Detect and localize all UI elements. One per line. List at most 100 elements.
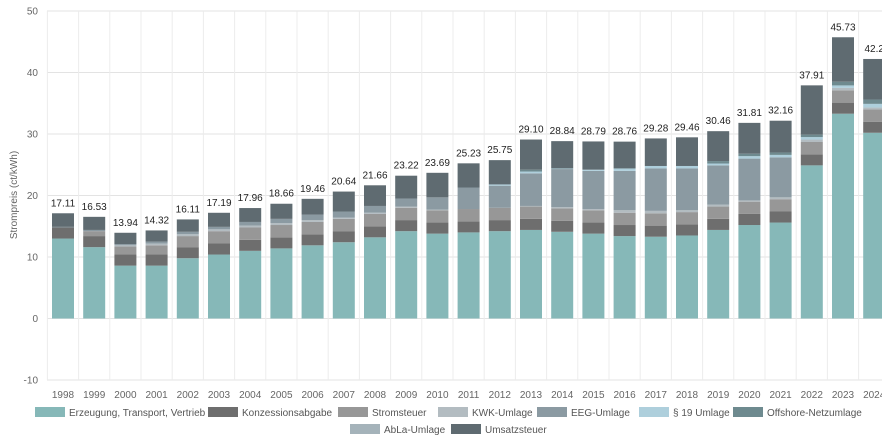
bar-segment xyxy=(301,198,324,215)
labels-layer: -10 0 10 20 30 40 50 17.11 1998 16.53 1999 13.94 200… xyxy=(24,7,882,402)
bar-segment xyxy=(832,113,854,319)
bar-segment xyxy=(364,185,386,206)
bar-segment xyxy=(301,220,324,222)
bar-segment xyxy=(582,222,605,234)
bar-total-label: 32.16 xyxy=(768,106,793,117)
x-tick-label: 2016 xyxy=(613,390,636,401)
legend-item[interactable]: Umsatzsteuer xyxy=(451,424,547,436)
bar-segment xyxy=(488,185,511,208)
x-tick-label: 2015 xyxy=(582,390,605,401)
bar-segment xyxy=(457,221,480,233)
bar-segment xyxy=(644,165,667,169)
bar-segment xyxy=(551,207,574,209)
bar-segment xyxy=(114,246,137,255)
bar-segment xyxy=(176,231,199,235)
bar-segment xyxy=(364,212,386,214)
y-tick-label: 10 xyxy=(27,253,39,264)
bar-segment xyxy=(863,103,882,108)
bar-segment xyxy=(332,211,355,218)
bar-segment xyxy=(582,210,605,223)
bar-segment xyxy=(644,210,667,214)
bar-segment xyxy=(208,254,230,319)
legend-swatch xyxy=(350,424,380,434)
bar-segment xyxy=(738,158,761,201)
legend-item[interactable]: Konzessionsabgabe xyxy=(208,407,333,419)
bar-segment xyxy=(676,168,698,211)
legend-item[interactable]: § 19 Umlage xyxy=(639,407,730,419)
bar-total-label: 28.76 xyxy=(612,127,637,138)
bar-total-label: 25.23 xyxy=(456,148,481,159)
legend-swatch xyxy=(208,407,238,417)
bar-segment xyxy=(488,220,511,232)
bar-total-label: 31.81 xyxy=(737,108,762,119)
bar-segment xyxy=(832,90,854,103)
bar-segment xyxy=(800,165,823,319)
bar-segment xyxy=(832,87,854,91)
bar-segment xyxy=(239,227,262,240)
bar-segment xyxy=(83,236,106,248)
bar-segment xyxy=(145,243,168,246)
bar-segment xyxy=(208,231,230,244)
legend-label: Erzeugung, Transport, Vertrieb xyxy=(69,408,206,419)
bar-segment xyxy=(332,218,355,232)
bar-segment xyxy=(613,170,636,211)
bar-total-label: 30.46 xyxy=(706,116,731,127)
legend-item[interactable]: KWK-Umlage xyxy=(438,407,533,419)
bar-segment xyxy=(520,206,542,219)
bar-total-label: 28.79 xyxy=(581,126,606,137)
bar-segment xyxy=(800,85,823,135)
x-tick-label: 2024 xyxy=(863,390,882,401)
x-tick-label: 2004 xyxy=(239,390,262,401)
bar-segment xyxy=(832,85,854,88)
legend-item[interactable]: AbLa-Umlage xyxy=(350,424,446,436)
bar-total-label: 23.22 xyxy=(394,161,419,172)
x-tick-label: 2005 xyxy=(270,390,293,401)
bar-segment xyxy=(488,160,511,185)
legend-label: Offshore-Netzumlage xyxy=(767,408,862,419)
bar-segment xyxy=(520,139,542,170)
bar-segment xyxy=(301,245,324,319)
bar-segment xyxy=(208,212,230,227)
x-tick-label: 2019 xyxy=(707,390,730,401)
bar-segment xyxy=(863,109,882,122)
legend-item[interactable]: EEG-Umlage xyxy=(537,407,630,419)
x-tick-label: 1999 xyxy=(83,390,106,401)
bar-segment xyxy=(83,247,106,319)
bar-segment xyxy=(769,211,792,223)
bar-segment xyxy=(582,141,605,170)
x-tick-label: 2009 xyxy=(395,390,418,401)
bar-segment xyxy=(395,175,418,199)
bar-segment xyxy=(239,221,262,226)
grid-layer xyxy=(46,10,882,381)
legend-swatch xyxy=(338,407,368,417)
bar-total-label: 29.28 xyxy=(643,123,668,134)
bar-segment xyxy=(551,220,574,232)
legend-item[interactable]: Stromsteuer xyxy=(338,407,427,419)
bar-segment xyxy=(520,173,542,206)
bar-segment xyxy=(332,231,355,243)
x-tick-label: 2003 xyxy=(208,390,231,401)
y-axis-title: Strompreis (ct/kWh) xyxy=(9,151,20,239)
bar-segment xyxy=(707,131,730,162)
bar-total-label: 17.11 xyxy=(51,198,76,209)
bar-segment xyxy=(613,141,636,169)
legend-label: KWK-Umlage xyxy=(472,408,533,419)
bar-segment xyxy=(676,212,698,225)
bar-segment xyxy=(707,218,730,230)
x-tick-label: 2014 xyxy=(551,390,574,401)
x-tick-label: 2021 xyxy=(769,390,792,401)
bar-segment xyxy=(707,163,730,166)
bar-segment xyxy=(613,210,636,213)
bar-segment xyxy=(332,242,355,319)
bar-total-label: 23.69 xyxy=(425,158,450,169)
bar-segment xyxy=(395,231,418,319)
legend-item[interactable]: Offshore-Netzumlage xyxy=(733,407,862,419)
bar-segment xyxy=(707,165,730,205)
bar-segment xyxy=(270,225,293,238)
bar-segment xyxy=(208,229,230,232)
x-tick-label: 2013 xyxy=(520,390,543,401)
legend-item[interactable]: Erzeugung, Transport, Vertrieb xyxy=(35,407,206,419)
bar-segment xyxy=(114,265,137,319)
bar-segment xyxy=(707,204,730,207)
bar-segment xyxy=(707,206,730,219)
